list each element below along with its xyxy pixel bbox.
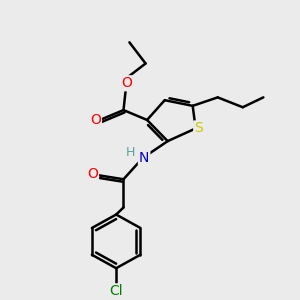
Text: S: S — [194, 122, 203, 135]
Text: O: O — [121, 76, 132, 90]
Text: O: O — [87, 167, 98, 181]
Text: Cl: Cl — [109, 284, 123, 298]
Text: H: H — [126, 146, 135, 160]
Text: N: N — [139, 151, 149, 165]
Text: O: O — [90, 113, 101, 127]
